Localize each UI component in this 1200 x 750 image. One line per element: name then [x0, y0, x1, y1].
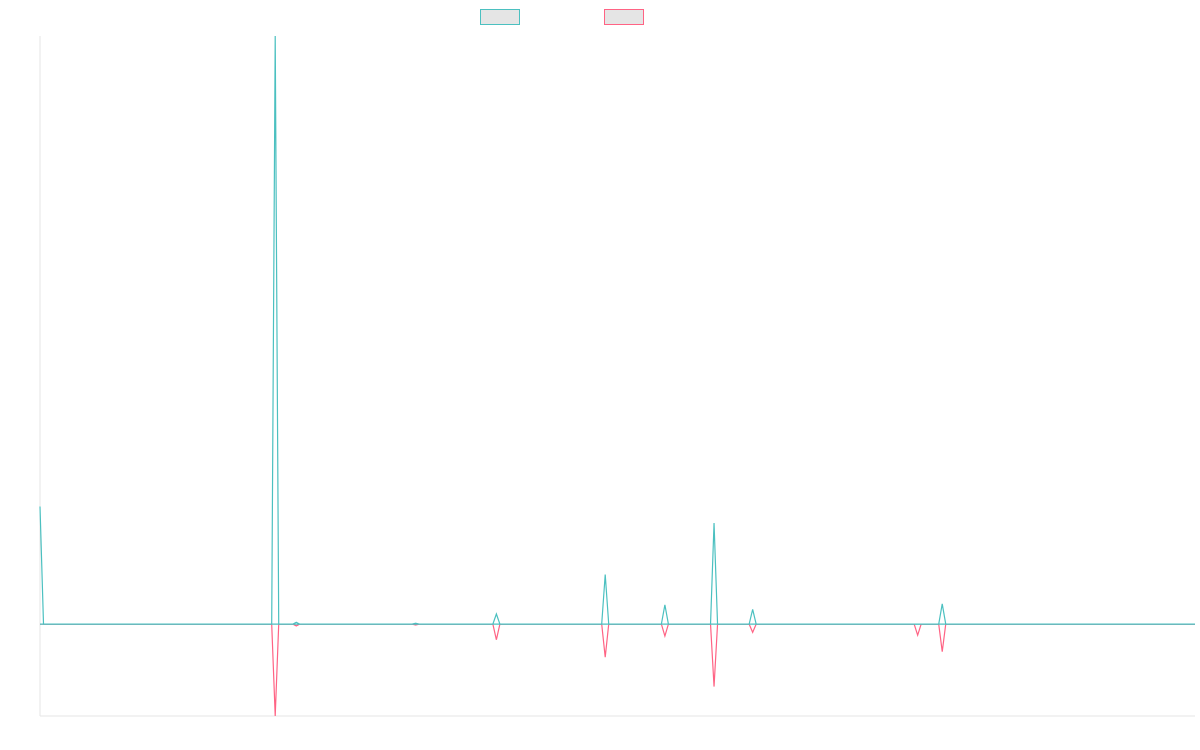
series-1-line	[39, 35, 1195, 625]
series-2-line	[40, 623, 1195, 717]
legend-swatch-series-1[interactable]	[480, 9, 520, 25]
legend-swatch-series-2[interactable]	[604, 9, 644, 25]
series-layer	[39, 35, 1195, 717]
